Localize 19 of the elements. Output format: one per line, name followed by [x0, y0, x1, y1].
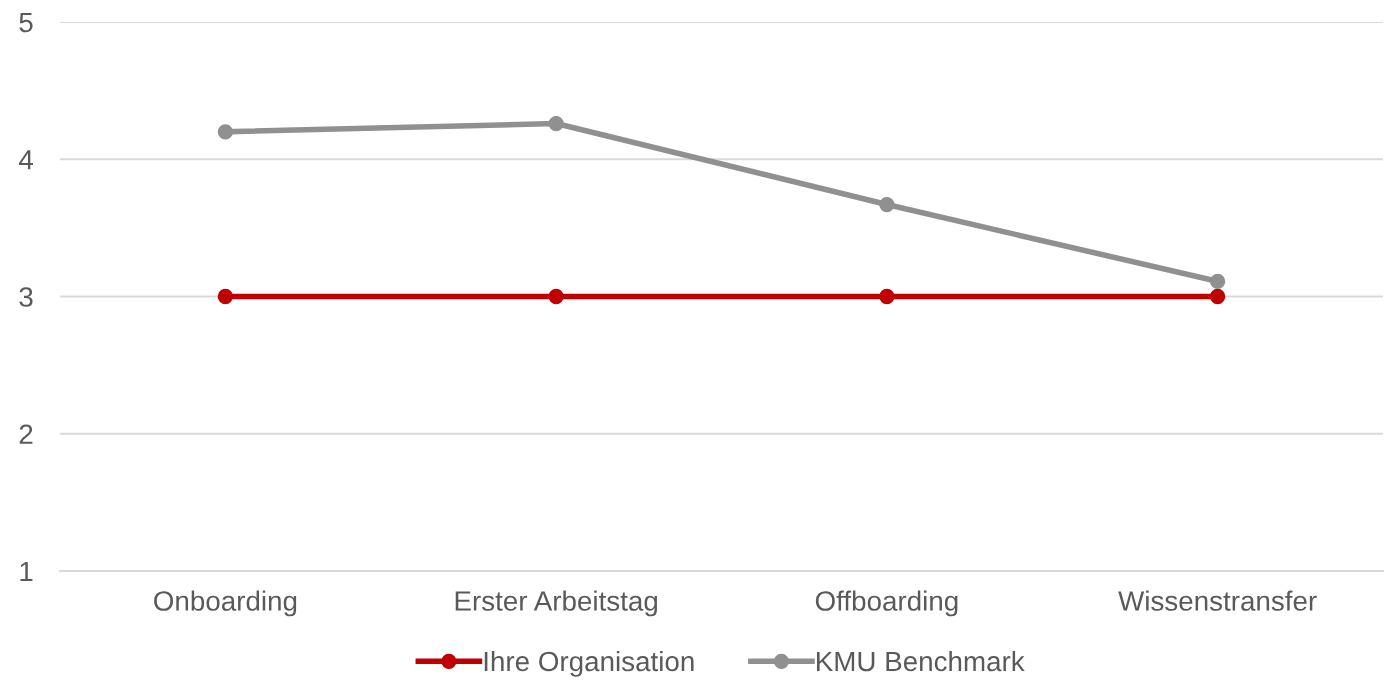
- point: [1209, 273, 1226, 290]
- legend-label: KMU Benchmark: [817, 650, 1025, 672]
- point: [879, 196, 895, 213]
- y-tick-label: 2: [19, 424, 33, 444]
- x-tick-label: Erster Arbeitstag: [455, 590, 658, 617]
- x-tick-label: Onboarding: [154, 590, 297, 617]
- x-tick-label: Wissenstransfer: [1118, 590, 1317, 611]
- legend-label: Ihre Organisation: [484, 650, 694, 677]
- point: [548, 115, 564, 132]
- y-tick-label: 3: [19, 287, 33, 307]
- y-tick-label: 4: [18, 150, 33, 170]
- point: [217, 124, 234, 140]
- y-tick-label: 5: [19, 12, 33, 33]
- point: [879, 288, 895, 305]
- x-tick-label: Offboarding: [815, 590, 958, 617]
- point: [548, 288, 564, 305]
- point: [1209, 288, 1226, 305]
- y-tick-label: 1: [20, 561, 33, 582]
- point: [217, 288, 234, 305]
